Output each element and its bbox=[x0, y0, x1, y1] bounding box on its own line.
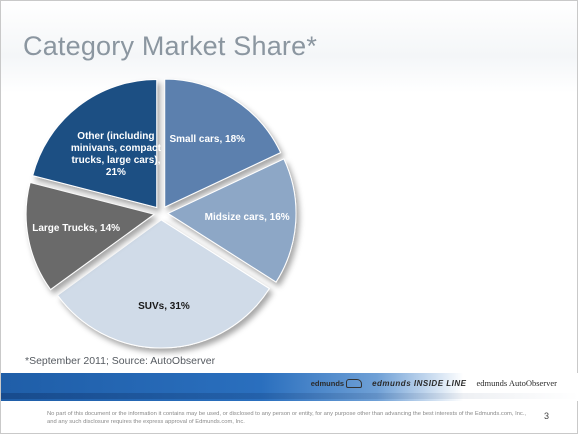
footer-bar bbox=[1, 373, 579, 401]
footer-logos: edmunds edmunds INSIDE LINE edmunds Auto… bbox=[311, 373, 557, 393]
page-number: 3 bbox=[543, 411, 549, 421]
edmunds-logo: edmunds bbox=[310, 378, 363, 388]
footnote: *September 2011; Source: AutoObserver bbox=[25, 355, 216, 367]
slice-label: Other (including minivans, compact truck… bbox=[70, 130, 161, 178]
disclaimer: No part of this document or the informat… bbox=[47, 411, 527, 425]
slice-label: Small cars, 18% bbox=[169, 134, 246, 146]
pie-slice-midsize-cars bbox=[166, 158, 297, 283]
edmunds-logo-text: edmunds bbox=[310, 378, 345, 388]
slide-title: Category Market Share* bbox=[23, 31, 318, 61]
inside-line-logo: edmunds INSIDE LINE bbox=[372, 378, 467, 388]
pie-slice-small-cars bbox=[164, 78, 282, 208]
pie-slice-suvs bbox=[56, 219, 270, 349]
car-icon bbox=[346, 378, 363, 388]
title-band bbox=[1, 1, 577, 93]
pie-slice-other-including-minivans-compact-trucks-large-cars bbox=[32, 78, 158, 209]
autoobserver-logo: edmunds AutoObserver bbox=[476, 378, 557, 388]
slice-label: Midsize cars, 16% bbox=[204, 212, 290, 224]
slice-label: Large Trucks, 14% bbox=[32, 223, 121, 235]
slice-label: SUVs, 31% bbox=[138, 300, 190, 312]
pie-slice-large-trucks bbox=[25, 181, 156, 291]
footer-bar-shadow bbox=[1, 393, 579, 399]
